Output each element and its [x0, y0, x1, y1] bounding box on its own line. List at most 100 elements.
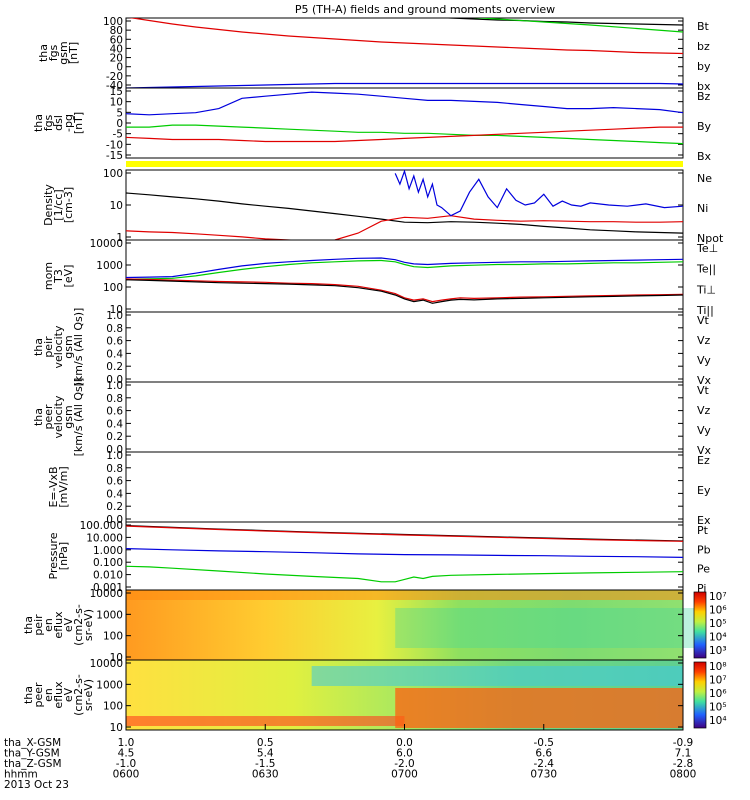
colorbar-label: 10⁸	[709, 661, 727, 673]
ytick-label: -15	[106, 150, 123, 162]
panel-efield: 1.00.80.60.40.20.0 E=-VxB[mV/m] Ez Ey Ex	[47, 450, 711, 527]
ylabel-line: sr-eV)	[82, 609, 95, 641]
panel-frame	[125, 311, 684, 383]
ytick-label: 100	[103, 16, 123, 28]
ytick-label: 0.8	[106, 323, 123, 335]
xaxis-date: 2013 Oct 23	[4, 779, 69, 791]
ytick-label: 0.6	[106, 336, 123, 348]
ytick-label: 10.000	[86, 532, 123, 544]
ytick-label: 40	[110, 43, 123, 55]
ytick-label: 10	[110, 97, 123, 109]
xaxis-value: 0600	[113, 769, 140, 781]
legend-entry: Pb	[697, 543, 711, 556]
ylabel-line: tha	[32, 338, 45, 356]
xaxis-value: -1.0	[116, 758, 137, 770]
legend-entry: Vy	[697, 354, 711, 367]
series-Npot	[394, 170, 683, 217]
legend-entry: bz	[697, 40, 710, 53]
colorbar-label: 10⁷	[709, 591, 727, 603]
xaxis-value: 1.0	[118, 737, 135, 749]
xaxis-value: -2.4	[534, 758, 555, 770]
series-Bt	[436, 18, 683, 26]
legend-entry: Vy	[697, 424, 711, 437]
xaxis-value: 4.5	[118, 748, 135, 760]
ylabel-line: tha	[22, 616, 35, 634]
panel-frame	[125, 381, 684, 453]
spectrogram-lowband	[126, 716, 405, 726]
ytick-label: 1000	[96, 679, 123, 691]
ytick-label: 0.4	[106, 418, 123, 430]
ylabel-line: eflux	[52, 681, 65, 709]
series-Pi	[126, 548, 683, 558]
ytick-label: 0.0	[106, 444, 123, 456]
ytick-label: 0.4	[106, 488, 123, 500]
ylabel-line: T3	[52, 269, 65, 284]
legend-entry: Bz	[697, 90, 711, 103]
legend-entry: By	[697, 120, 712, 133]
legend-entry: Ne	[697, 172, 712, 185]
legend-entry: Ni	[697, 202, 708, 215]
ytick-label: 1.0	[106, 380, 123, 392]
legend-entry: Te||	[696, 263, 716, 276]
ytick-label: -20	[106, 71, 123, 83]
ylabel-line: [nPa]	[57, 542, 70, 570]
spectrogram-peir_spec	[126, 590, 683, 660]
colorbar-label: 10⁴	[709, 632, 727, 644]
ytick-label: 100	[103, 631, 123, 643]
series-Te⊥	[126, 278, 683, 303]
colorbar-peir_spec	[693, 591, 707, 659]
ytick-label: 0	[116, 118, 123, 130]
xaxis-value: -2.8	[673, 758, 694, 770]
legend-entry: Bx	[697, 150, 712, 163]
ylabel-line: peir	[32, 614, 45, 636]
ylabel-line: [mV/m]	[57, 466, 70, 507]
ytick-label: 1.0	[106, 450, 123, 462]
quality-flag-bar	[126, 161, 683, 167]
xaxis-row-name: tha_X-GSM	[4, 737, 61, 749]
series-Pt	[126, 524, 683, 542]
xaxis-value: 7.1	[675, 748, 692, 760]
x-axis: tha_X-GSM 1.0 0.5 0.0 -0.5 -0.9 tha_Y-GSM 4.5 5.…	[4, 724, 696, 791]
ytick-label: 0.2	[106, 431, 123, 443]
legend-entry: Ti⊥	[696, 283, 716, 296]
xaxis-value: 0730	[530, 769, 557, 781]
ylabel-line: peer	[42, 404, 55, 430]
ytick-label: 0	[116, 62, 123, 74]
ylabel-line: eV	[62, 687, 75, 702]
ylabel-line: eV	[62, 617, 75, 632]
legend-entry: Vt	[697, 384, 710, 397]
xaxis-row-name: hhmm	[4, 769, 38, 781]
legend-entry: Pe	[697, 563, 710, 576]
ylabel-line: gsm	[62, 335, 75, 358]
panel-frame	[125, 169, 684, 241]
legend-entry: Vz	[697, 404, 711, 417]
ylabel-line: Pressure	[47, 532, 60, 579]
series-Bz	[126, 126, 683, 143]
series-by	[472, 18, 683, 33]
ylabel-line: gsm	[62, 405, 75, 428]
series-Ti||	[126, 259, 683, 280]
legend-entry: Vx	[697, 444, 712, 457]
ytick-label: 10	[110, 200, 123, 212]
legend-entry: Pt	[697, 524, 709, 537]
ytick-label: 0.6	[106, 476, 123, 488]
ytick-label: -10	[106, 139, 123, 151]
ylabel-line: (cm2-s-	[72, 674, 85, 716]
ytick-label: -5	[113, 129, 123, 141]
ytick-label: 100	[103, 701, 123, 713]
ytick-label: 1.000	[93, 545, 123, 557]
ylabel-line: dsl	[52, 115, 65, 131]
colorbar-label: 10⁷	[709, 675, 727, 687]
xaxis-value: 0800	[670, 769, 697, 781]
ylabel-line: tha	[32, 408, 45, 426]
ytick-label: 80	[110, 25, 123, 37]
ylabel-line: (cm2-s-	[72, 604, 85, 646]
ylabel-line: velocity	[52, 325, 65, 368]
ytick-label: 1000	[96, 260, 123, 272]
series-Pe	[126, 565, 683, 583]
